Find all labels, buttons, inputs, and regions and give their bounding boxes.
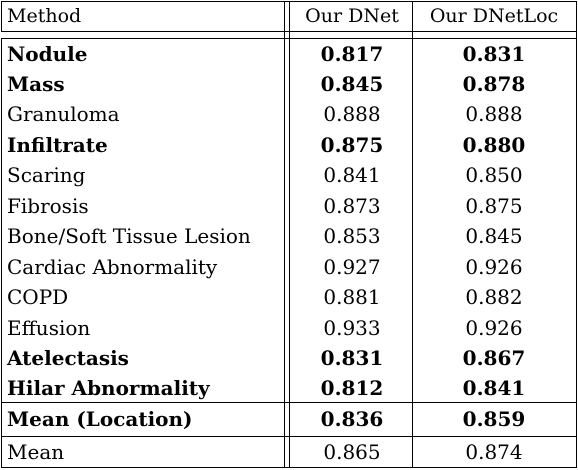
row-dnetloc: 0.867 [462,346,526,370]
row-dnetloc: 0.878 [462,72,526,96]
row-label: Hilar Abnormality [7,376,210,400]
row-dnet: 0.873 [323,194,381,218]
row-dnetloc: 0.882 [465,285,523,309]
row-dnetloc: 0.926 [465,255,523,279]
row-label: Nodule [7,42,88,66]
row-dnetloc: 0.888 [465,102,523,126]
row-label: Fibrosis [7,194,89,218]
row-dnet: 0.875 [320,133,384,157]
row-dnet: 0.927 [323,255,381,279]
header-our-dnetloc: Our DNetLoc [429,5,559,27]
row-label: Effusion [7,316,91,340]
row-dnetloc: 0.880 [462,133,526,157]
row-dnet: 0.853 [323,224,381,248]
rule-right [576,1,577,468]
row-label: Atelectasis [7,346,129,370]
rule-left-body [1,38,2,468]
mean-location-dnetloc: 0.859 [462,407,526,431]
rule-double-b [289,1,290,468]
rule-double-a [284,1,285,468]
row-dnet: 0.841 [323,163,381,187]
row-label: COPD [7,285,69,309]
row-label: Bone/Soft Tissue Lesion [7,224,251,248]
row-label: Scaring [7,163,86,187]
mean-location-label: Mean (Location) [7,407,193,431]
row-label: Granuloma [7,102,120,126]
mean-dnetloc: 0.874 [465,440,523,464]
row-dnetloc: 0.845 [465,224,523,248]
row-dnet: 0.888 [323,102,381,126]
row-dnetloc: 0.850 [465,163,523,187]
header-method: Method [7,5,82,27]
row-label: Cardiac Abnormality [7,255,218,279]
row-dnet: 0.817 [320,42,384,66]
row-dnetloc: 0.831 [462,42,526,66]
mean-dnet: 0.865 [323,440,381,464]
mean-label: Mean [7,440,65,464]
row-dnetloc: 0.841 [462,376,526,400]
row-dnet: 0.933 [323,316,381,340]
mean-location-dnet: 0.836 [320,407,384,431]
header-our-dnet: Our DNet [305,5,399,27]
row-label: Infiltrate [7,133,108,157]
row-dnetloc: 0.926 [465,316,523,340]
rule-left-header [1,1,2,32]
row-label: Mass [7,72,65,96]
row-dnet: 0.831 [320,346,384,370]
row-dnet: 0.881 [323,285,381,309]
row-dnetloc: 0.875 [465,194,523,218]
row-dnet: 0.812 [320,376,384,400]
row-dnet: 0.845 [320,72,384,96]
rule-col-divider [412,1,413,468]
